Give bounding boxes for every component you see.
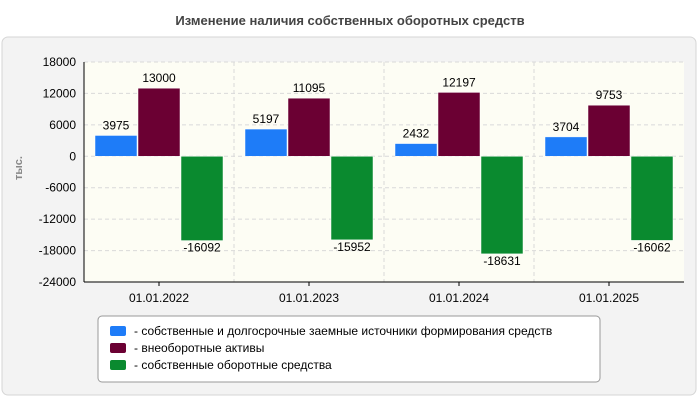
legend-label: - собственные оборотные средства — [134, 358, 332, 372]
legend: - собственные и долгосрочные заемные ист… — [97, 315, 601, 383]
bar-s1-01.01.2022 — [137, 87, 181, 157]
data-label: 5197 — [253, 112, 280, 126]
plot-area: 18000 12000 6000 0 -6000 -12000 -18000 -24000 39… — [39, 55, 684, 305]
data-label: 11095 — [293, 81, 326, 95]
bar-s0-01.01.2024 — [394, 143, 438, 157]
bar-s0-01.01.2023 — [244, 128, 288, 157]
legend-box — [97, 315, 601, 383]
data-label: 9753 — [596, 88, 623, 102]
data-label: 3975 — [103, 118, 130, 132]
legend-swatch — [110, 360, 126, 370]
data-label: -16062 — [633, 240, 671, 254]
legend-label: - внеоборотные активы — [134, 341, 264, 355]
legend-label: - собственные и долгосрочные заемные ист… — [134, 324, 552, 338]
data-label: 2432 — [403, 127, 430, 141]
bar-s2-01.01.2025 — [630, 156, 674, 241]
y-tick-label: 6000 — [49, 118, 76, 132]
y-tick-label: -6000 — [45, 181, 76, 195]
bar-s2-01.01.2022 — [180, 156, 224, 241]
bar-s1-01.01.2025 — [587, 104, 631, 157]
x-tick-label: 01.01.2024 — [429, 291, 489, 305]
y-tick-label: 18000 — [43, 55, 77, 69]
chart-title: Изменение наличия собственных оборотных … — [175, 13, 524, 28]
bar-s1-01.01.2023 — [287, 97, 331, 157]
data-label: -16092 — [183, 241, 221, 255]
y-tick-label: 12000 — [43, 86, 77, 100]
y-axis-label: тыс. — [13, 156, 25, 180]
data-label: -18631 — [483, 254, 521, 268]
bar-s0-01.01.2025 — [544, 136, 588, 157]
data-label: 13000 — [142, 71, 176, 85]
bar-s2-01.01.2024 — [480, 156, 524, 255]
legend-swatch — [110, 343, 126, 353]
y-tick-label: -18000 — [39, 244, 77, 258]
bar-s0-01.01.2022 — [94, 135, 138, 157]
x-tick-label: 01.01.2025 — [579, 291, 639, 305]
y-tick-label: 0 — [69, 149, 76, 163]
x-tick-label: 01.01.2023 — [279, 291, 339, 305]
bar-s1-01.01.2024 — [437, 92, 481, 157]
data-label: 12197 — [442, 75, 476, 89]
data-label: 3704 — [553, 120, 580, 134]
y-tick-label: -24000 — [39, 275, 77, 289]
bar-s2-01.01.2023 — [330, 156, 374, 241]
y-tick-label: -12000 — [39, 212, 77, 226]
x-tick-label: 01.01.2022 — [129, 291, 189, 305]
data-label: -15952 — [333, 240, 371, 254]
legend-swatch — [110, 326, 126, 336]
